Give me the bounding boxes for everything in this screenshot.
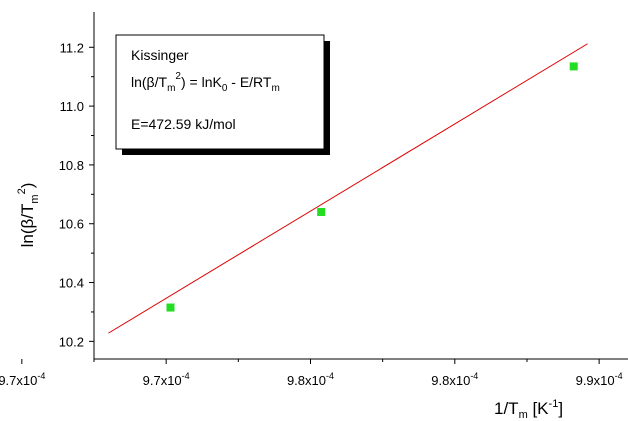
eq-part-c: - E/RT (227, 74, 272, 90)
x-title-sub: m (519, 409, 528, 421)
x-title-mid: [K (528, 399, 549, 418)
y-title-pre: ln(β/T (18, 204, 37, 248)
y-axis-title: ln(β/Tm2) (16, 183, 41, 248)
data-point (166, 303, 175, 312)
eq-part-b-sub: 0 (222, 83, 228, 94)
data-points (166, 62, 578, 312)
x-tick-label-exp: -4 (326, 371, 334, 381)
x-title-sup: -1 (549, 398, 559, 410)
annotation-energy: E=472.59 kJ/mol (131, 116, 236, 132)
data-point (569, 62, 578, 71)
x-tick-label-exp: -4 (470, 371, 478, 381)
annotation-equation: ln(β/Tm2) = lnK0 - E/RTm (131, 71, 280, 94)
x-title-pre: 1/T (494, 399, 519, 418)
y-tick-label: 11.2 (60, 40, 84, 55)
annotation-title: Kissinger (131, 47, 189, 63)
y-title-sup: 2 (16, 188, 28, 194)
x-title-post: ] (558, 399, 563, 418)
x-tick-label-base: 9.8x10 (287, 373, 326, 388)
x-tick-label: 9.8x10-4 (431, 371, 478, 388)
y-tick-label: 10.8 (59, 158, 84, 173)
x-tick-label: 9.7x10-4 (143, 371, 190, 388)
x-axis-title: 1/Tm [K-1] (494, 398, 563, 421)
x-tick-label-base: 9.9x10 (576, 373, 615, 388)
x-tick-label: 9.7x10-4 (0, 371, 45, 388)
x-tick-label-base: 9.7x10 (143, 373, 182, 388)
x-tick-label-base: 9.8x10 (431, 373, 470, 388)
y-title-sub: m (29, 194, 41, 203)
x-tick-label: 9.8x10-4 (287, 371, 334, 388)
x-tick-label-exp: -4 (182, 371, 190, 381)
x-tick-label-base: 9.7x10 (0, 373, 37, 388)
annotation-box: Kissinger ln(β/Tm2) = lnK0 - E/RTm E=472… (115, 34, 330, 155)
y-tick-label: 11.0 (60, 99, 84, 114)
linear-fit-line (108, 43, 588, 334)
eq-part-c-sub: m (271, 83, 279, 94)
y-tick-label: 10.6 (59, 217, 84, 232)
eq-part-a-sub: m (167, 83, 175, 94)
x-tick-label-exp: -4 (37, 371, 45, 381)
y-tick-label: 10.2 (59, 334, 84, 349)
y-title-post: ) (18, 183, 37, 189)
x-axis-ticks: 9.7x10-4 9.7x10-4 9.8x10-4 9.8x10-4 9.9x10-4 (0, 359, 623, 388)
eq-part-a-sup: 2 (175, 71, 181, 82)
y-axis-ticks: 10.2 10.4 10.6 10.8 11.0 11.2 (59, 40, 94, 349)
data-point (317, 207, 326, 216)
eq-part-a: ln(β/T (131, 74, 168, 90)
x-tick-label: 9.9x10-4 (576, 371, 623, 388)
eq-part-b: ) = lnK (181, 74, 223, 90)
y-tick-label: 10.4 (59, 276, 84, 291)
annotation-frame (115, 34, 325, 150)
x-tick-label-exp: -4 (615, 371, 623, 381)
